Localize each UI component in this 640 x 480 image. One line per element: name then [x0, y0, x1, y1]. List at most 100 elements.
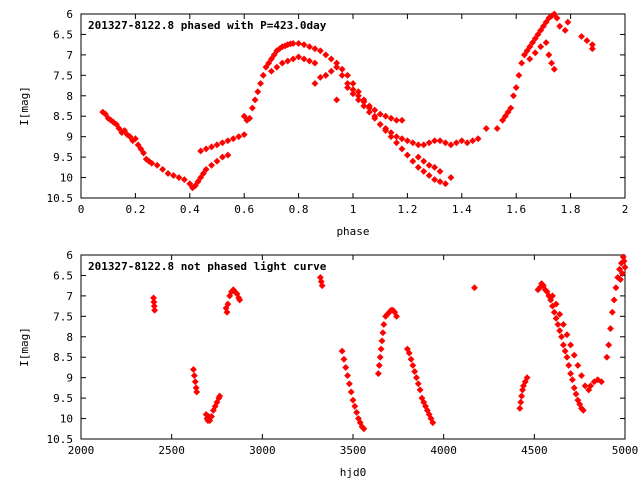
data-point — [180, 176, 188, 184]
data-point — [431, 163, 439, 171]
data-point — [499, 116, 507, 124]
data-point — [123, 131, 131, 139]
data-point — [518, 392, 526, 400]
data-point — [251, 96, 259, 104]
data-point — [621, 263, 629, 271]
y-tick-label: 10.5 — [47, 192, 74, 205]
x-tick-label: 2500 — [158, 444, 185, 457]
data-point — [425, 161, 433, 169]
data-point — [186, 180, 194, 188]
data-point — [148, 159, 156, 167]
x-tick-label: 4000 — [430, 444, 457, 457]
data-point — [414, 380, 422, 388]
x-tick-label: 3000 — [249, 444, 276, 457]
x-tick-label: 0.4 — [180, 203, 200, 216]
data-point — [620, 257, 628, 265]
data-point — [387, 114, 395, 122]
data-point — [603, 353, 611, 361]
data-point — [349, 396, 357, 404]
y-tick-label: 9.5 — [53, 392, 73, 405]
data-point — [333, 63, 341, 71]
data-point — [371, 114, 379, 122]
data-point — [612, 284, 620, 292]
data-point — [289, 40, 297, 47]
data-point — [567, 370, 575, 378]
data-point — [409, 157, 417, 165]
data-point — [257, 80, 264, 87]
data-point — [442, 180, 449, 188]
data-point — [542, 39, 550, 47]
y-tick-label: 8.5 — [53, 351, 73, 364]
data-point — [197, 147, 205, 155]
y-axis-label: I[mag] — [18, 327, 31, 367]
data-point — [197, 174, 205, 181]
data-point — [504, 108, 512, 116]
x-tick-label: 1.6 — [506, 203, 526, 216]
data-point — [267, 67, 275, 75]
data-point — [311, 59, 319, 67]
data-point — [344, 71, 351, 79]
data-point — [267, 55, 275, 63]
data-point — [561, 26, 569, 34]
data-point — [224, 300, 232, 308]
data-point — [170, 172, 177, 179]
data-point — [534, 31, 542, 38]
data-point — [349, 86, 357, 94]
data-point — [191, 378, 199, 386]
data-point — [570, 384, 578, 392]
chart-title: 201327-8122.8 phased with P=423.0day — [88, 19, 327, 32]
data-point — [223, 308, 231, 316]
data-point — [273, 63, 281, 71]
data-point — [246, 114, 254, 122]
data-point — [379, 329, 387, 337]
data-point — [414, 153, 422, 161]
data-point — [561, 347, 569, 355]
data-point — [398, 116, 406, 124]
data-point — [254, 88, 262, 96]
data-point — [578, 33, 585, 40]
y-tick-label: 8 — [66, 90, 73, 103]
data-point — [338, 71, 346, 79]
data-point — [126, 133, 134, 141]
data-point — [208, 161, 215, 169]
data-point — [213, 157, 221, 165]
data-point — [327, 55, 335, 63]
data-point — [452, 139, 460, 147]
data-point — [235, 133, 243, 141]
y-tick-label: 9.5 — [53, 151, 73, 164]
data-point — [618, 269, 626, 277]
x-tick-label: 1.4 — [452, 203, 472, 216]
data-point — [474, 135, 482, 143]
data-point — [333, 96, 341, 104]
data-point — [344, 80, 351, 87]
data-point — [360, 98, 368, 106]
data-point — [338, 347, 346, 355]
y-tick-label: 10 — [60, 172, 73, 185]
data-point — [411, 368, 419, 375]
data-point — [581, 382, 589, 390]
data-point — [365, 108, 373, 116]
data-point — [199, 170, 207, 177]
data-point — [240, 131, 248, 139]
data-point — [387, 133, 395, 141]
x-tick-label: 0.6 — [234, 203, 254, 216]
y-tick-label: 6.5 — [53, 28, 73, 41]
data-point — [579, 406, 587, 414]
data-point — [447, 141, 455, 149]
data-point — [556, 327, 564, 335]
data-point — [420, 157, 428, 165]
data-point — [289, 55, 297, 63]
data-point — [501, 112, 509, 120]
data-point — [605, 341, 613, 349]
data-point — [549, 292, 556, 300]
data-point — [548, 59, 555, 67]
y-tick-label: 9 — [66, 372, 73, 385]
data-point — [344, 372, 351, 380]
data-point — [550, 65, 558, 73]
data-point — [567, 341, 575, 349]
data-point — [420, 141, 428, 149]
y-tick-label: 7 — [66, 290, 73, 303]
data-point — [414, 141, 422, 149]
y-tick-label: 6.5 — [53, 269, 73, 282]
